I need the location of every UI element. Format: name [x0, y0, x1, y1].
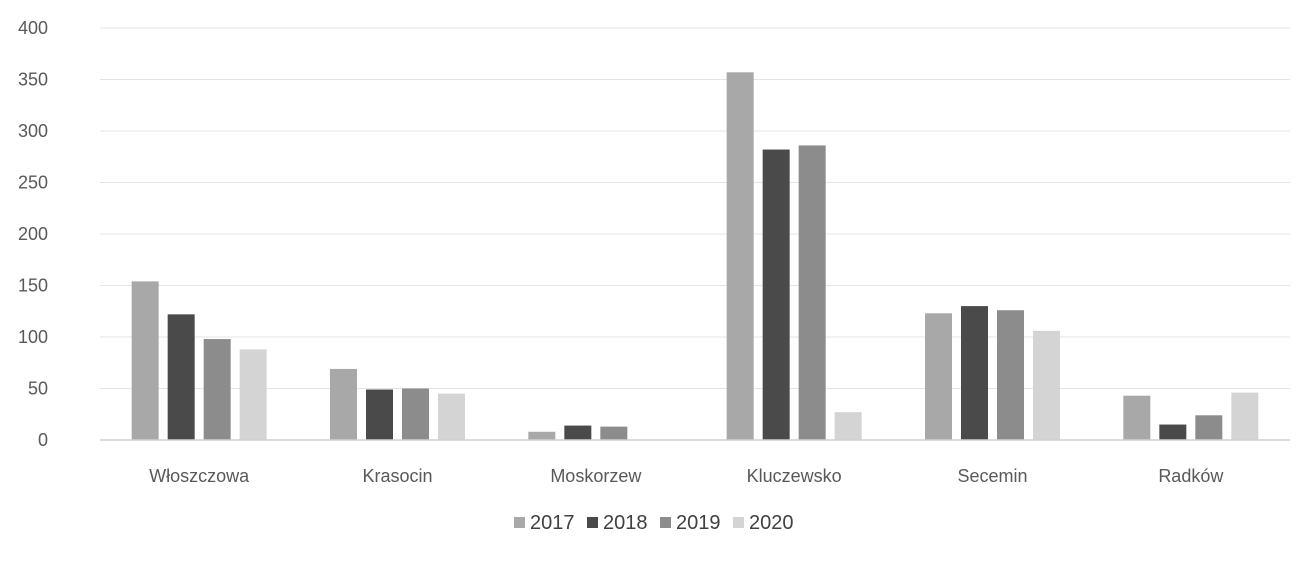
- legend-label: 2020: [749, 512, 794, 534]
- bars: [131, 72, 1259, 441]
- bar-2017[interactable]: [330, 368, 357, 440]
- bar-2020[interactable]: [834, 412, 862, 440]
- bar-2018[interactable]: [366, 389, 393, 440]
- legend-item-2020[interactable]: 2020: [733, 512, 794, 534]
- bar-2020[interactable]: [239, 349, 267, 440]
- bar-2017[interactable]: [131, 281, 159, 440]
- bar-2020[interactable]: [438, 393, 465, 440]
- gridlines: [100, 27, 1290, 389]
- bar-2019[interactable]: [600, 426, 628, 440]
- legend-swatch: [733, 517, 744, 528]
- y-tick-label: 300: [18, 121, 48, 141]
- bar-2017[interactable]: [528, 431, 556, 440]
- x-category-label: Secemin: [957, 466, 1027, 486]
- bar-2017[interactable]: [925, 313, 952, 440]
- bar-2020[interactable]: [1231, 392, 1259, 440]
- y-tick-label: 250: [18, 173, 48, 193]
- bar-2017[interactable]: [1123, 395, 1151, 440]
- legend-swatch: [514, 517, 525, 528]
- bar-2018[interactable]: [961, 306, 988, 440]
- y-tick-label: 350: [18, 70, 48, 90]
- y-tick-label: 150: [18, 276, 48, 296]
- bar-2019[interactable]: [1195, 415, 1223, 440]
- bar-2018[interactable]: [762, 149, 790, 441]
- y-tick-label: 0: [38, 430, 48, 450]
- x-category-label: Kluczewsko: [747, 466, 842, 486]
- legend-item-2018[interactable]: 2018: [587, 512, 648, 534]
- bar-2019[interactable]: [203, 339, 231, 440]
- y-tick-label: 400: [18, 18, 48, 38]
- x-category-label: Radków: [1158, 466, 1224, 486]
- bar-2018[interactable]: [1159, 424, 1187, 440]
- bar-2018[interactable]: [167, 314, 195, 440]
- legend-label: 2018: [603, 512, 648, 534]
- x-category-label: Moskorzew: [550, 466, 642, 486]
- legend-swatch: [587, 517, 598, 528]
- y-tick-label: 200: [18, 224, 48, 244]
- bar-2019[interactable]: [402, 388, 429, 441]
- legend-item-2019[interactable]: 2019: [660, 512, 721, 534]
- legend-swatch: [660, 517, 671, 528]
- legend-label: 2019: [676, 512, 721, 534]
- bar-2017[interactable]: [726, 72, 754, 440]
- bar-2020[interactable]: [1033, 330, 1060, 440]
- y-tick-label: 50: [28, 379, 48, 399]
- y-axis-ticks: 0 50 100 150 200 250 300 350 400: [18, 18, 48, 450]
- y-tick-label: 100: [18, 327, 48, 347]
- legend[interactable]: 2017 2018 2019 2020: [514, 512, 794, 534]
- legend-item-2017[interactable]: 2017: [514, 512, 575, 534]
- x-axis-categories: Włoszczowa Krasocin Moskorzew Kluczewsko Sec…: [149, 466, 1224, 486]
- x-category-label: Krasocin: [362, 466, 432, 486]
- bar-2018[interactable]: [564, 425, 592, 440]
- legend-label: 2017: [530, 512, 575, 534]
- x-category-label: Włoszczowa: [149, 466, 250, 486]
- bar-2019[interactable]: [997, 310, 1024, 440]
- bar-2019[interactable]: [798, 145, 826, 441]
